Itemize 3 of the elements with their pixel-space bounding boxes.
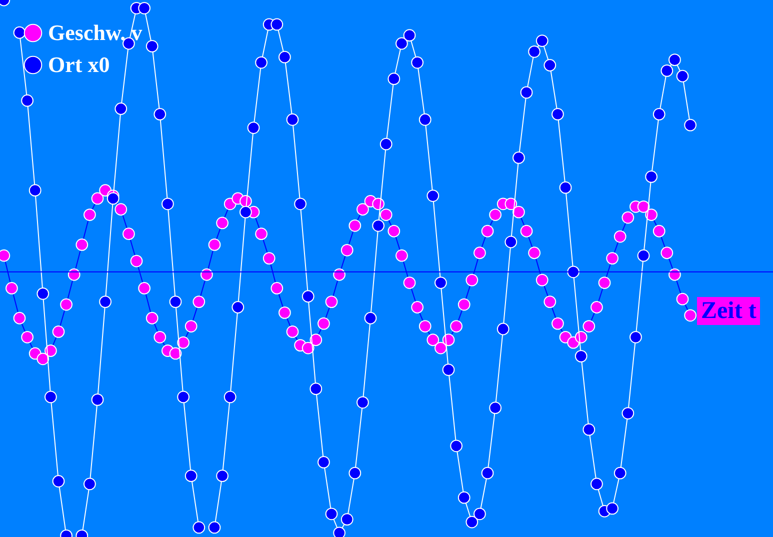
x-axis-title: Zeit t [697, 297, 760, 325]
legend-label: Geschw. v [48, 20, 142, 45]
legend-label: Ort x0 [48, 52, 110, 77]
